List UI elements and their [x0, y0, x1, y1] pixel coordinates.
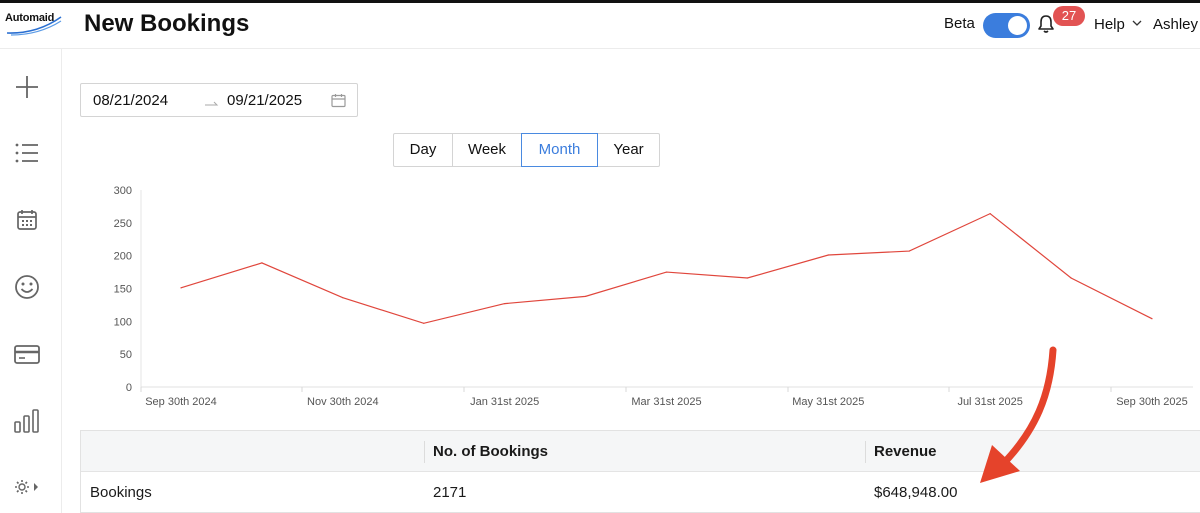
data-point[interactable]: [989, 213, 991, 215]
end-date-input[interactable]: 09/21/2025: [227, 92, 303, 109]
revenue-value: $648,948.00: [874, 484, 958, 501]
x-tick-label: Sep 30th 2025: [1116, 396, 1188, 408]
help-menu[interactable]: Help: [1094, 16, 1125, 33]
data-point[interactable]: [584, 295, 587, 297]
x-tick-label: May 31st 2025: [792, 396, 864, 408]
bookings-count-value: 2171: [433, 484, 467, 501]
start-date-input[interactable]: 08/21/2024: [93, 92, 169, 109]
granularity-day-button[interactable]: Day: [393, 133, 453, 167]
date-range-picker[interactable]: 08/21/2024 09/21/2025: [80, 83, 358, 117]
granularity-month-button[interactable]: Month: [521, 133, 598, 167]
data-point[interactable]: [180, 287, 182, 289]
smiley-icon[interactable]: [11, 271, 43, 303]
data-point[interactable]: [908, 250, 910, 252]
plus-icon[interactable]: [11, 71, 43, 103]
y-tick-label: 100: [114, 316, 132, 328]
arrow-right-icon: [205, 101, 219, 106]
data-point[interactable]: [746, 277, 749, 279]
notification-badge[interactable]: 27: [1053, 6, 1085, 26]
gear-icon[interactable]: [11, 471, 43, 503]
column-divider: [865, 441, 866, 463]
x-tick-label: Jan 31st 2025: [470, 396, 539, 408]
y-tick-label: 0: [126, 382, 132, 394]
y-tick-label: 150: [114, 284, 132, 296]
granularity-week-button[interactable]: Week: [452, 133, 522, 167]
data-point[interactable]: [665, 271, 668, 273]
column-header-revenue: Revenue: [874, 443, 937, 460]
app-logo[interactable]: Automaid: [5, 12, 55, 24]
series-line: [180, 212, 1153, 324]
data-point[interactable]: [342, 297, 344, 299]
beta-toggle[interactable]: [983, 13, 1030, 38]
credit-card-icon[interactable]: [11, 338, 43, 370]
data-point[interactable]: [1151, 318, 1153, 320]
y-tick-label: 50: [120, 349, 132, 361]
bell-icon[interactable]: [1036, 13, 1056, 35]
beta-label: Beta: [944, 15, 975, 32]
x-tick-label: Nov 30th 2024: [307, 396, 379, 408]
granularity-year-button[interactable]: Year: [597, 133, 660, 167]
user-menu[interactable]: Ashley: [1153, 16, 1199, 33]
x-tick-label: Mar 31st 2025: [631, 396, 701, 408]
x-tick-label: Sep 30th 2024: [145, 396, 217, 408]
y-tick-label: 250: [114, 218, 132, 230]
data-point[interactable]: [827, 254, 829, 256]
y-tick-label: 300: [114, 185, 132, 197]
list-icon[interactable]: [11, 137, 43, 169]
column-divider: [424, 441, 425, 463]
toggle-knob: [1008, 16, 1027, 35]
bar-chart-icon[interactable]: [11, 405, 43, 437]
logo-swoosh-icon: [6, 16, 62, 36]
annotation-arrow-icon: [980, 346, 1057, 483]
top-header: Automaid New Bookings Beta 27 Help Ashle…: [0, 3, 1200, 49]
window-top-border: [0, 0, 1200, 3]
calendar-icon[interactable]: [331, 93, 346, 108]
sidebar: [0, 49, 62, 513]
data-point[interactable]: [504, 303, 506, 305]
page-title: New Bookings: [84, 10, 250, 37]
calendar-icon[interactable]: [11, 204, 43, 236]
column-header-bookings: No. of Bookings: [433, 443, 548, 460]
row-label-bookings: Bookings: [90, 484, 152, 501]
data-point[interactable]: [261, 262, 263, 264]
data-point[interactable]: [423, 322, 425, 324]
x-tick-label: Jul 31st 2025: [957, 396, 1022, 408]
chevron-down-icon[interactable]: [1131, 17, 1143, 29]
bookings-line-chart: 0 50 100 150 200 250 300 Sep 30th 2024 Nov 30th…: [114, 185, 1193, 408]
data-point[interactable]: [1070, 277, 1072, 279]
y-tick-label: 200: [114, 251, 132, 263]
